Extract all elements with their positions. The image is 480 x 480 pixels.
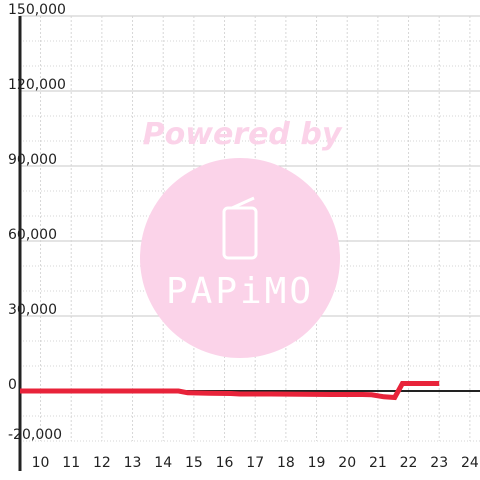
- x-tick-label: 17: [246, 455, 264, 471]
- x-tick-label: 23: [430, 455, 448, 471]
- watermark-brand: PAPiMO: [166, 271, 314, 312]
- phone-icon: [222, 196, 258, 260]
- y-axis-ticks: -20,000 0 30,000 60,000 90,000 120,000 150,000: [8, 2, 66, 443]
- x-axis-ticks: 10 11 12 13 14 15 16 17 18 19 20 21 22 23 24: [32, 455, 479, 471]
- x-tick-label: 14: [154, 455, 172, 471]
- x-tick-label: 20: [338, 455, 356, 471]
- y-tick-label: 0: [8, 377, 17, 393]
- y-tick-label: 30,000: [8, 302, 57, 318]
- y-tick-label: -20,000: [8, 427, 62, 443]
- x-tick-label: 11: [62, 455, 80, 471]
- x-tick-label: 19: [308, 455, 326, 471]
- watermark-caption: Powered by: [143, 117, 343, 152]
- y-tick-label: 120,000: [8, 77, 66, 93]
- x-tick-label: 12: [93, 455, 111, 471]
- series: [20, 381, 440, 401]
- x-tick-label: 15: [185, 455, 203, 471]
- x-tick-label: 16: [216, 455, 234, 471]
- x-tick-label: 18: [277, 455, 295, 471]
- x-tick-label: 21: [369, 455, 387, 471]
- y-tick-label: 90,000: [8, 152, 57, 168]
- x-tick-label: 13: [124, 455, 142, 471]
- y-tick-label: 150,000: [8, 2, 66, 18]
- x-tick-label: 24: [461, 455, 479, 471]
- x-tick-label: 10: [32, 455, 50, 471]
- y-tick-label: 60,000: [8, 227, 57, 243]
- papimo-watermark: Powered by PAPiMO: [140, 117, 343, 358]
- series-line: [20, 381, 440, 401]
- x-tick-label: 22: [400, 455, 418, 471]
